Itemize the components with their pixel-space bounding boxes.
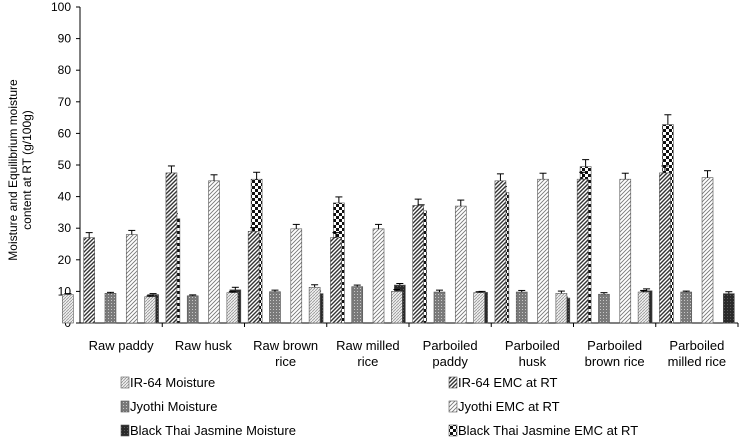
y-tick-label: 70 bbox=[58, 95, 72, 109]
legend-label: Jyothi EMC at RT bbox=[458, 399, 560, 414]
bar bbox=[537, 178, 549, 324]
legend-swatch bbox=[448, 400, 458, 413]
legend-label: Jyothi Moisture bbox=[130, 399, 217, 414]
x-tick-label-line: Raw brown bbox=[253, 338, 318, 353]
x-tick-label: Parboiled brown rice bbox=[585, 338, 645, 369]
bar bbox=[308, 286, 321, 324]
bars-layer bbox=[62, 114, 735, 324]
bar bbox=[104, 292, 117, 324]
axes: 0102030405060708090100 bbox=[51, 0, 739, 330]
y-axis-title: Moisture and Equilibrium moisture content… bbox=[0, 0, 40, 441]
bar bbox=[186, 295, 199, 324]
bar bbox=[125, 234, 138, 324]
x-tick-label-line: Raw paddy bbox=[89, 338, 155, 353]
x-tick-label-line: brown rice bbox=[585, 354, 645, 369]
y-tick-label: 30 bbox=[58, 221, 72, 235]
x-tick-label-line: Raw milled bbox=[336, 338, 400, 353]
bar bbox=[269, 291, 281, 324]
x-tick-label: Raw milled rice bbox=[336, 338, 400, 369]
bar bbox=[576, 178, 589, 324]
y-tick-label: 80 bbox=[58, 63, 72, 77]
legend: IR-64 Moisture IR-64 EMC at RT Jyothi Mois… bbox=[120, 375, 638, 438]
bar bbox=[247, 231, 260, 324]
x-tick-label-line: Parboiled bbox=[587, 338, 642, 353]
legend-swatch bbox=[120, 424, 130, 437]
bar bbox=[351, 286, 364, 324]
x-tick-label-line: Parboiled bbox=[423, 338, 478, 353]
bar bbox=[391, 291, 403, 324]
legend-label: IR-64 Moisture bbox=[130, 375, 215, 390]
x-tick-label: Raw paddy bbox=[89, 338, 155, 353]
x-tick-label-line: milled rice bbox=[668, 354, 727, 369]
bar bbox=[433, 291, 446, 324]
bar bbox=[290, 228, 303, 324]
y-tick-label: 40 bbox=[58, 190, 72, 204]
bar bbox=[330, 237, 342, 324]
x-tick-label-line: rice bbox=[357, 354, 378, 369]
x-tick-label-line: husk bbox=[519, 354, 547, 369]
y-axis-title-text: Moisture and Equilibrium moisture content… bbox=[6, 79, 34, 261]
x-tick-label: Parboiled milled rice bbox=[668, 338, 727, 369]
bar bbox=[144, 296, 156, 324]
legend-swatch bbox=[448, 376, 458, 389]
x-tick-label-line: Parboiled bbox=[669, 338, 724, 353]
y-tick-label: 50 bbox=[58, 158, 72, 172]
x-tick-label-line: Parboiled bbox=[505, 338, 560, 353]
bar bbox=[637, 291, 650, 324]
y-tick-label: 90 bbox=[58, 32, 72, 46]
bar bbox=[680, 291, 693, 324]
legend-label: IR-64 EMC at RT bbox=[458, 375, 558, 390]
bar bbox=[165, 172, 178, 324]
bar bbox=[723, 293, 735, 324]
bar bbox=[372, 228, 385, 324]
bar bbox=[62, 294, 74, 324]
x-tick-label-line: paddy bbox=[432, 354, 468, 369]
legend-swatch bbox=[120, 400, 130, 413]
y-tick-label: 100 bbox=[51, 0, 71, 14]
legend-label: Black Thai Jasmine Moisture bbox=[130, 423, 296, 438]
legend-swatch bbox=[448, 424, 458, 437]
bar bbox=[454, 205, 467, 324]
x-tick-label: Parboiled paddy bbox=[423, 338, 478, 369]
y-tick-label: 20 bbox=[58, 253, 72, 267]
x-tick-label: Raw husk bbox=[175, 338, 233, 353]
x-tick-label-line: rice bbox=[275, 354, 296, 369]
x-tick-label: Raw brown rice bbox=[253, 338, 318, 369]
x-tick-label-line: Raw husk bbox=[175, 338, 233, 353]
bar bbox=[659, 172, 671, 324]
bar bbox=[515, 291, 528, 324]
bar bbox=[83, 237, 95, 324]
bar bbox=[555, 292, 568, 324]
bar bbox=[619, 178, 632, 324]
bar bbox=[701, 177, 714, 324]
x-tick-label: Parboiled husk bbox=[505, 338, 560, 369]
bar bbox=[208, 180, 220, 324]
bar bbox=[473, 292, 485, 324]
bar bbox=[226, 292, 239, 324]
bar bbox=[494, 180, 507, 324]
bar bbox=[412, 205, 424, 324]
y-tick-label: 60 bbox=[58, 126, 72, 140]
legend-swatch bbox=[120, 376, 130, 389]
bar bbox=[598, 293, 610, 324]
legend-label: Black Thai Jasmine EMC at RT bbox=[458, 423, 638, 438]
